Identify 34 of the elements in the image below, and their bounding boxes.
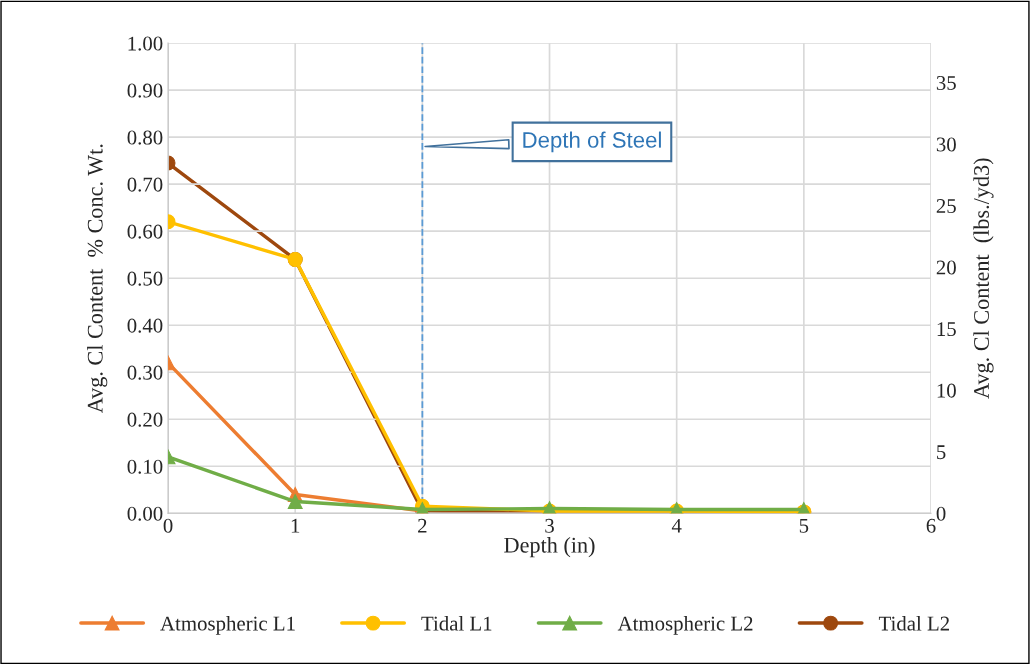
y-tick-label: 1.00 [128, 36, 163, 51]
ref-line-label: Depth of Steel [523, 131, 661, 153]
legend-label: Tidal L2 [878, 615, 949, 631]
y2-tick-label: 20 [936, 260, 956, 275]
legend-label: Tidal L1 [421, 615, 492, 631]
legend-label: Atmospheric L2 [617, 615, 753, 635]
y-tick-label: 0.30 [127, 365, 163, 380]
y-tick-label: 0.70 [127, 177, 163, 192]
x-axis-title: Depth (in) [504, 537, 595, 558]
x-tick-label: 4 [671, 518, 682, 533]
x-tick-label: 5 [799, 518, 809, 533]
y2-tick-label: 5 [937, 445, 946, 460]
y2-tick-label: 15 [937, 322, 956, 337]
x-tick-label: 1 [291, 518, 300, 533]
x-tick-label: 6 [926, 518, 936, 533]
y-axis-title: Avg. Cl Content % Conc. Wt. [87, 144, 108, 414]
y2-tick-label: 25 [936, 199, 956, 214]
y2-tick-label: 0 [936, 506, 946, 521]
x-tick-label: 2 [418, 518, 427, 533]
y2-tick-label: 10 [937, 383, 956, 398]
y2-tick-label: 35 [936, 75, 956, 90]
y2-tick-label: 30 [936, 137, 956, 152]
y-tick-label: 0.20 [127, 412, 163, 427]
y-tick-label: 0.00 [127, 506, 163, 521]
y-tick-label: 0.50 [127, 271, 163, 286]
y-tick-label: 0.90 [127, 83, 163, 98]
y2-axis-title: Avg. Cl Content (lbs./yd3) [973, 158, 994, 399]
y-tick-label: 0.40 [127, 318, 163, 333]
x-tick-label: 0 [163, 518, 173, 533]
y-tick-label: 0.60 [127, 224, 163, 239]
x-tick-label: 3 [545, 518, 554, 533]
y-tick-label: 0.80 [127, 130, 163, 145]
y-tick-label: 0.10 [127, 459, 163, 474]
legend-label: Atmospheric L1 [160, 615, 295, 635]
